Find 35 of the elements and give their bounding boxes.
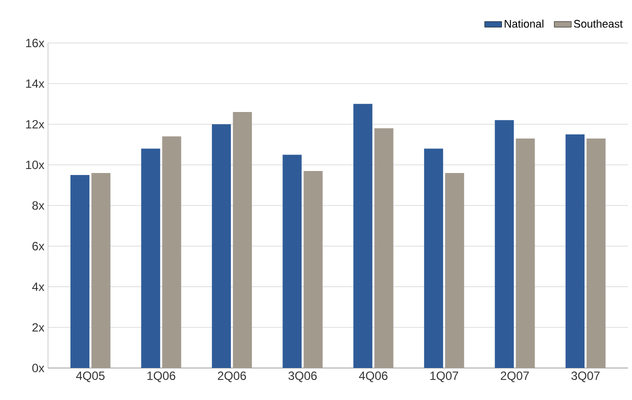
bar <box>91 172 110 368</box>
bar <box>304 170 323 368</box>
bar <box>282 154 302 368</box>
bar <box>162 136 182 368</box>
y-tick-label: 12x <box>26 120 44 128</box>
y-tick-label: 10x <box>26 160 44 170</box>
bar <box>445 172 464 368</box>
y-tick-label: 14x <box>26 80 44 88</box>
x-tick-label: 4Q06 <box>359 372 388 382</box>
y-tick-label: 6x <box>32 242 44 250</box>
bar <box>70 175 90 368</box>
x-tick-label: 2Q06 <box>218 372 246 382</box>
legend-label: National <box>504 20 544 28</box>
y-tick-label: 8x <box>32 201 44 210</box>
bar <box>212 124 231 368</box>
bar <box>586 138 606 368</box>
y-tick-label: 16x <box>26 38 44 48</box>
bar <box>374 128 394 368</box>
y-tick-label: 2x <box>32 323 44 332</box>
bar <box>424 148 444 368</box>
y-tick-label: 0x <box>32 364 44 372</box>
legend-label: Southeast <box>574 20 623 28</box>
bar <box>141 148 160 368</box>
bar <box>494 120 514 368</box>
bar <box>353 104 372 368</box>
x-tick-label: 2Q07 <box>500 372 529 382</box>
y-tick-label: 4x <box>32 282 44 291</box>
bar <box>516 138 535 368</box>
x-tick-label: 3Q06 <box>288 372 317 382</box>
x-tick-label: 4Q05 <box>76 372 105 382</box>
bar <box>566 134 585 368</box>
bar <box>232 112 252 368</box>
x-tick-label: 1Q06 <box>147 372 176 382</box>
x-tick-label: 3Q07 <box>571 372 600 382</box>
x-tick-label: 1Q07 <box>430 372 458 382</box>
